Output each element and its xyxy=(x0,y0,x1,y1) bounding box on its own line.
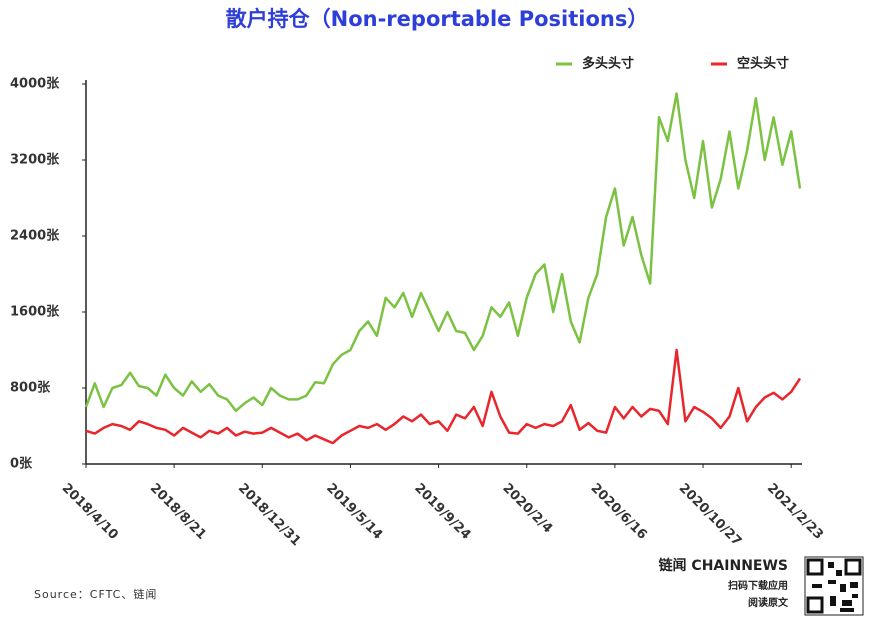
chart-title: 散户持仓（Non-reportable Positions） xyxy=(226,7,649,31)
y-tick-label: 4000张 xyxy=(10,77,60,92)
y-tick-label: 1600张 xyxy=(10,305,60,320)
x-tick-label: 2020/2/4 xyxy=(499,481,555,537)
x-tick-label: 2020/6/16 xyxy=(588,481,650,543)
brand-name: 链闻 CHAINNEWS xyxy=(659,557,788,574)
y-tick-label: 0张 xyxy=(10,457,33,472)
x-tick-label: 2019/5/14 xyxy=(323,481,385,543)
legend-label: 多头头寸 xyxy=(582,56,634,72)
source: Source：CFTC、链闻 xyxy=(34,587,157,601)
y-tick-label: 2400张 xyxy=(10,229,60,244)
x-tick-label: 2021/2/23 xyxy=(764,481,826,543)
legend-label: 空头头寸 xyxy=(737,56,789,72)
qr-code xyxy=(804,556,864,616)
series-line xyxy=(84,92,802,413)
x-tick-label: 2020/10/27 xyxy=(676,481,744,549)
y-tick-label: 3200张 xyxy=(10,153,60,168)
x-tick-label: 2018/4/10 xyxy=(59,481,121,543)
series-line xyxy=(85,348,802,445)
brand-line: 阅读原文 xyxy=(748,596,789,609)
y-tick-label: 800张 xyxy=(10,381,51,396)
x-tick-label: 2018/12/31 xyxy=(235,481,303,549)
x-tick-label: 2019/9/24 xyxy=(411,481,473,543)
brand-line: 扫码下载应用 xyxy=(728,579,788,592)
x-tick-label: 2018/8/21 xyxy=(147,481,209,543)
